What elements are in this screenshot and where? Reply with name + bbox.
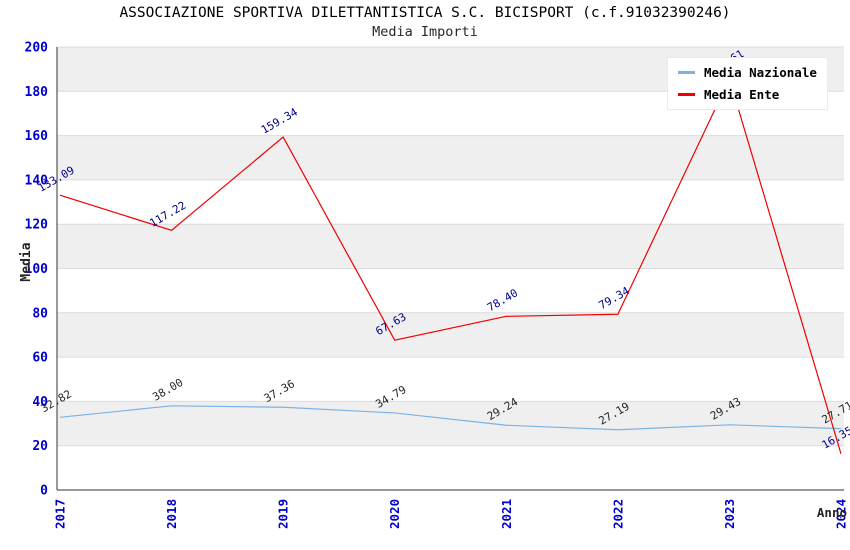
x-tick-label: 2022 (610, 499, 625, 529)
data-label: 78.40 (485, 286, 520, 314)
y-tick-label: 80 (32, 306, 48, 321)
legend-item-media-nazionale: Media Nazionale (678, 65, 817, 80)
y-tick-label: 0 (40, 484, 48, 499)
y-tick-label: 200 (25, 41, 49, 56)
series-line-media-nazionale (59, 405, 842, 431)
chart-title: ASSOCIAZIONE SPORTIVA DILETTANTISTICA S.… (119, 5, 731, 21)
x-tick-label: 2023 (722, 499, 737, 529)
y-axis-title: Media (19, 242, 34, 281)
x-axis-title: Anno (817, 505, 847, 520)
x-tick-label: 2024 (834, 499, 849, 529)
x-tick-label: 2019 (276, 499, 291, 529)
plot-band (57, 401, 844, 446)
legend-swatch-media-nazionale-icon (678, 71, 695, 74)
chart-subtitle: Media Importi (372, 24, 478, 40)
y-tick-label: 120 (25, 218, 49, 233)
series-line-media-ente (59, 77, 842, 454)
y-tick-label: 140 (25, 173, 49, 188)
x-tick-label: 2017 (53, 499, 68, 529)
legend: Media Nazionale Media Ente (667, 57, 828, 110)
legend-label-media-nazionale: Media Nazionale (704, 65, 817, 80)
legend-item-media-ente: Media Ente (678, 87, 817, 102)
legend-swatch-media-ente-icon (678, 93, 695, 96)
x-tick-label: 2021 (499, 499, 514, 529)
data-label: 79.34 (597, 284, 633, 312)
data-label: 159.34 (259, 105, 300, 136)
legend-label-media-ente: Media Ente (704, 87, 780, 102)
plot-band (57, 135, 844, 180)
x-tick-label: 2020 (387, 499, 402, 529)
y-tick-label: 100 (25, 262, 49, 277)
y-tick-label: 180 (25, 85, 49, 100)
plot-band (57, 312, 844, 358)
y-tick-label: 40 (32, 395, 48, 410)
y-tick-label: 160 (25, 129, 49, 144)
y-tick-label: 60 (32, 351, 48, 366)
data-label: 38.00 (150, 376, 185, 404)
x-tick-label: 2018 (164, 499, 179, 529)
plot-band (57, 224, 844, 269)
y-tick-label: 20 (32, 439, 48, 454)
